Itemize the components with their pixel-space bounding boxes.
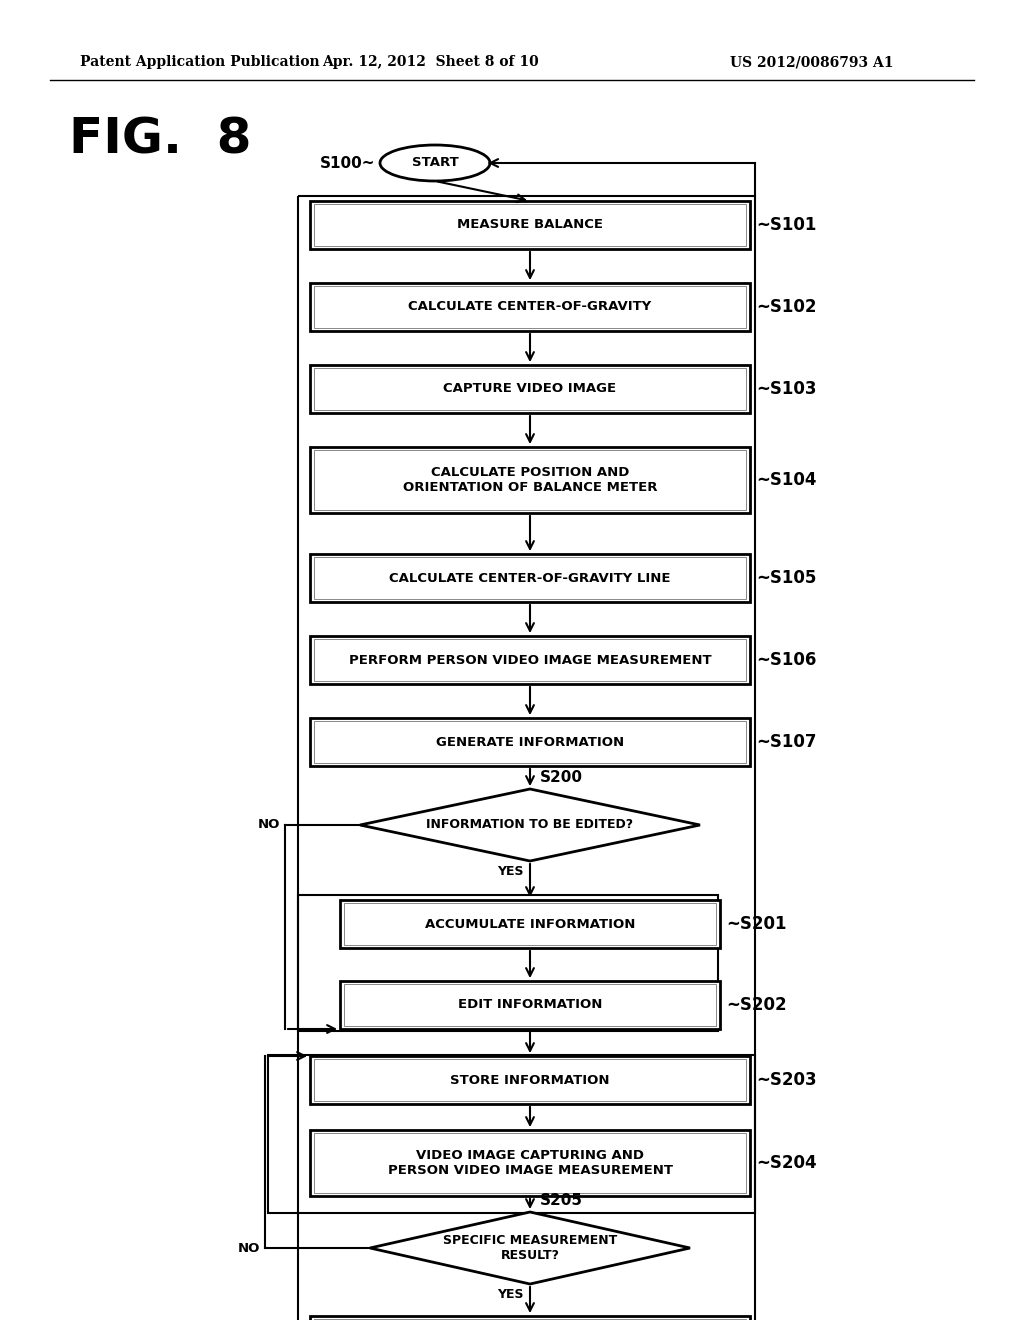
Text: PERFORM PERSON VIDEO IMAGE MEASUREMENT: PERFORM PERSON VIDEO IMAGE MEASUREMENT bbox=[349, 653, 712, 667]
Text: ~S101: ~S101 bbox=[756, 216, 816, 234]
Bar bbox=[314, 1133, 746, 1193]
Bar bbox=[314, 1059, 746, 1101]
Text: US 2012/0086793 A1: US 2012/0086793 A1 bbox=[730, 55, 894, 69]
Text: ~S103: ~S103 bbox=[756, 380, 816, 399]
Text: CALCULATE POSITION AND
ORIENTATION OF BALANCE METER: CALCULATE POSITION AND ORIENTATION OF BA… bbox=[402, 466, 657, 494]
Text: EDIT INFORMATION: EDIT INFORMATION bbox=[458, 998, 602, 1011]
Bar bbox=[314, 205, 746, 246]
Text: FIG.  8: FIG. 8 bbox=[69, 116, 251, 164]
Text: YES: YES bbox=[497, 865, 523, 878]
Bar bbox=[268, 1055, 755, 1213]
Text: ~S204: ~S204 bbox=[756, 1154, 816, 1172]
Text: ~S105: ~S105 bbox=[756, 569, 816, 587]
Text: CALCULATE CENTER-OF-GRAVITY: CALCULATE CENTER-OF-GRAVITY bbox=[409, 301, 651, 314]
Text: NO: NO bbox=[238, 1242, 260, 1254]
Text: VIDEO IMAGE CAPTURING AND
PERSON VIDEO IMAGE MEASUREMENT: VIDEO IMAGE CAPTURING AND PERSON VIDEO I… bbox=[387, 1148, 673, 1177]
Bar bbox=[310, 636, 750, 684]
Bar bbox=[310, 282, 750, 331]
Text: ~S102: ~S102 bbox=[756, 298, 816, 315]
Text: YES: YES bbox=[497, 1288, 523, 1302]
Text: Patent Application Publication: Patent Application Publication bbox=[80, 55, 319, 69]
Polygon shape bbox=[360, 789, 700, 861]
Bar bbox=[314, 639, 746, 681]
Text: STORE INFORMATION: STORE INFORMATION bbox=[451, 1073, 609, 1086]
Bar bbox=[314, 368, 746, 411]
Text: ~S202: ~S202 bbox=[726, 997, 786, 1014]
Bar bbox=[314, 721, 746, 763]
Text: ~S106: ~S106 bbox=[756, 651, 816, 669]
Text: INFORMATION TO BE EDITED?: INFORMATION TO BE EDITED? bbox=[426, 818, 634, 832]
Text: NO: NO bbox=[258, 818, 280, 832]
Text: CAPTURE VIDEO IMAGE: CAPTURE VIDEO IMAGE bbox=[443, 383, 616, 396]
Bar bbox=[340, 981, 720, 1030]
Bar bbox=[310, 1316, 750, 1320]
Ellipse shape bbox=[380, 145, 490, 181]
Text: ~S104: ~S104 bbox=[756, 471, 816, 488]
Bar bbox=[310, 554, 750, 602]
Text: S205: S205 bbox=[540, 1193, 583, 1208]
Bar bbox=[310, 718, 750, 766]
Text: START: START bbox=[412, 157, 459, 169]
Text: CALCULATE CENTER-OF-GRAVITY LINE: CALCULATE CENTER-OF-GRAVITY LINE bbox=[389, 572, 671, 585]
Text: ACCUMULATE INFORMATION: ACCUMULATE INFORMATION bbox=[425, 917, 635, 931]
Bar bbox=[298, 195, 755, 1320]
Bar bbox=[298, 895, 718, 1031]
Bar bbox=[310, 1056, 750, 1104]
Text: MEASURE BALANCE: MEASURE BALANCE bbox=[457, 219, 603, 231]
Text: ~S107: ~S107 bbox=[756, 733, 816, 751]
Text: S100~: S100~ bbox=[319, 156, 375, 170]
Bar bbox=[314, 450, 746, 510]
Bar bbox=[310, 1130, 750, 1196]
Bar bbox=[310, 201, 750, 249]
Text: SPECIFIC MEASUREMENT
RESULT?: SPECIFIC MEASUREMENT RESULT? bbox=[442, 1234, 617, 1262]
Bar bbox=[340, 900, 720, 948]
Text: S200: S200 bbox=[540, 770, 583, 785]
Bar bbox=[344, 983, 716, 1026]
Polygon shape bbox=[370, 1212, 690, 1284]
Text: GENERATE INFORMATION: GENERATE INFORMATION bbox=[436, 735, 624, 748]
Bar bbox=[344, 903, 716, 945]
Bar bbox=[314, 557, 746, 599]
Text: Apr. 12, 2012  Sheet 8 of 10: Apr. 12, 2012 Sheet 8 of 10 bbox=[322, 55, 539, 69]
Text: ~S201: ~S201 bbox=[726, 915, 786, 933]
Bar bbox=[310, 366, 750, 413]
Bar bbox=[314, 286, 746, 327]
Bar bbox=[310, 447, 750, 513]
Text: ~S203: ~S203 bbox=[756, 1071, 816, 1089]
